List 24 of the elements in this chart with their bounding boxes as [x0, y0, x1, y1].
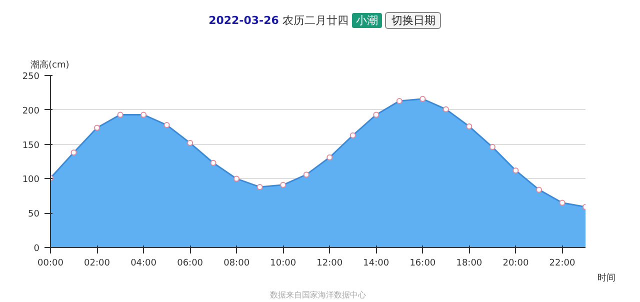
y-tick-label: 150	[22, 140, 40, 151]
y-tick-label: 250	[22, 72, 40, 82]
x-tick-label: 10:00	[270, 258, 296, 268]
y-tick-label: 100	[22, 175, 40, 186]
y-tick-label: 50	[28, 210, 40, 220]
chart-title: 2022-03-26 农历二月廿四	[208, 14, 348, 27]
y-tick-label: 200	[22, 106, 40, 116]
x-tick-label: 12:00	[316, 258, 343, 268]
x-tick-label: 00:00	[38, 258, 64, 268]
x-tick-label: 04:00	[130, 258, 157, 268]
x-tick-label: 20:00	[502, 258, 529, 268]
y-tick-label: 0	[34, 244, 40, 254]
text: 切换日期	[385, 12, 442, 29]
x-tick-label: 08:00	[224, 258, 250, 268]
x-tick-label: 22:00	[549, 258, 576, 268]
x-tick-label: 14:00	[363, 258, 390, 268]
x-tick-label: 02:00	[84, 258, 110, 268]
x-tick-label: 16:00	[410, 258, 436, 268]
y-axis-title: 潮高(cm)	[30, 60, 70, 70]
text: 小潮	[352, 13, 382, 28]
x-axis-title: 时间	[598, 272, 616, 284]
x-tick-label: 18:00	[456, 258, 482, 268]
x-tick-label: 06:00	[177, 258, 204, 268]
text: 数据来自国家海洋数据中心	[270, 290, 366, 300]
